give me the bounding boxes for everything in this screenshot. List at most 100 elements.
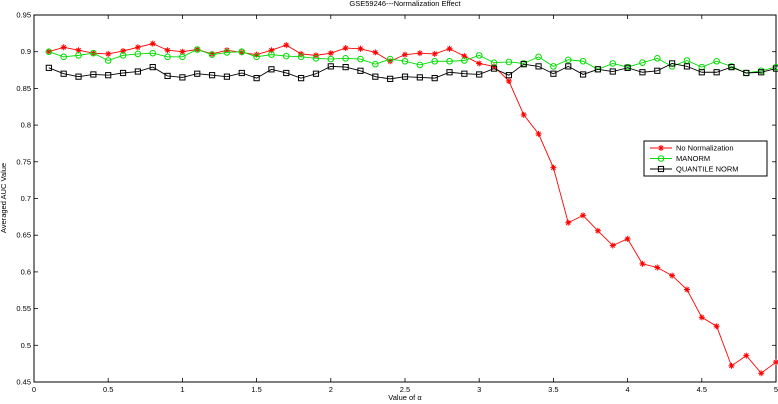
data-point [669,60,676,67]
data-point [75,73,82,80]
data-point [253,75,260,82]
data-point [505,58,513,66]
x-tick-label: 2.5 [400,385,410,394]
data-point [312,70,320,77]
data-point [446,57,453,65]
data-point [653,55,661,62]
y-tick-label: 0.85 [16,84,31,93]
data-point [90,49,97,57]
data-point [283,42,290,49]
data-point [565,219,572,226]
data-point [535,130,542,137]
data-point [520,111,527,118]
data-point [253,53,260,61]
data-point [105,50,112,57]
data-point [773,359,778,366]
y-tick-label: 0.6 [21,267,31,276]
data-point [238,69,245,77]
data-point [535,63,542,70]
data-point [416,61,424,69]
data-point [134,44,141,51]
chart-title: GSE59246---Normalization Effect [349,0,461,8]
x-tick-label: 1 [180,385,184,394]
data-point [654,67,661,74]
data-point [461,57,468,64]
plot-area [33,14,777,383]
data-point [683,63,691,70]
data-point [624,235,631,242]
data-point [416,74,423,81]
data-point [639,59,646,67]
data-point [208,51,216,58]
data-point [698,69,705,76]
y-axis-label: Averaged AUC Value [0,163,8,233]
data-point [119,52,127,59]
legend-label: No Normalization [676,144,734,153]
y-tick-label: 0.95 [16,11,31,20]
data-point [580,212,587,219]
data-point [209,50,216,57]
data-point [550,70,557,77]
data-point [149,64,156,71]
data-point [564,56,572,64]
data-point [669,272,676,279]
data-point [164,47,171,54]
data-point [372,73,379,80]
data-point [490,65,498,72]
data-point [758,370,765,377]
data-point [372,49,379,56]
data-point [60,53,67,61]
data-point [297,53,305,61]
y-tick-label: 0.7 [21,194,31,203]
data-point [475,52,483,59]
data-point [476,60,483,67]
data-point [594,66,602,73]
x-tick-label: 4.5 [697,385,707,394]
x-tick-label: 2 [329,385,333,394]
data-point [60,70,67,77]
data-point [386,55,394,63]
data-point [713,323,720,330]
data-point [327,63,334,70]
y-tick-label: 0.75 [16,157,31,166]
data-point [357,55,364,63]
data-point [683,286,690,293]
data-point [268,66,275,73]
data-point [698,314,705,321]
data-point [609,68,616,75]
data-point [105,72,112,79]
data-point [401,73,409,80]
y-tick-label: 0.5 [21,341,31,350]
y-tick-label: 0.8 [21,121,31,130]
data-point [387,58,394,65]
data-point [505,78,512,85]
data-point [402,51,408,58]
data-point [505,72,512,79]
data-point [594,227,601,234]
data-point [223,73,231,80]
data-point [119,69,127,77]
data-point [312,55,320,62]
data-point [579,71,587,78]
data-point [134,50,142,58]
data-point [283,69,290,77]
data-point [550,63,557,70]
data-point [342,55,349,62]
data-point [60,44,67,51]
data-point [772,65,778,72]
data-point [223,49,231,56]
data-point [179,74,186,81]
x-tick-label: 0 [32,385,36,394]
data-point [342,64,349,71]
x-tick-label: 4 [626,385,630,394]
series-layer [45,40,778,377]
data-point [476,71,483,78]
data-point [743,69,750,77]
x-tick-label: 0.5 [103,385,113,394]
data-point [713,69,720,76]
data-point [134,68,141,75]
data-point [179,53,186,61]
